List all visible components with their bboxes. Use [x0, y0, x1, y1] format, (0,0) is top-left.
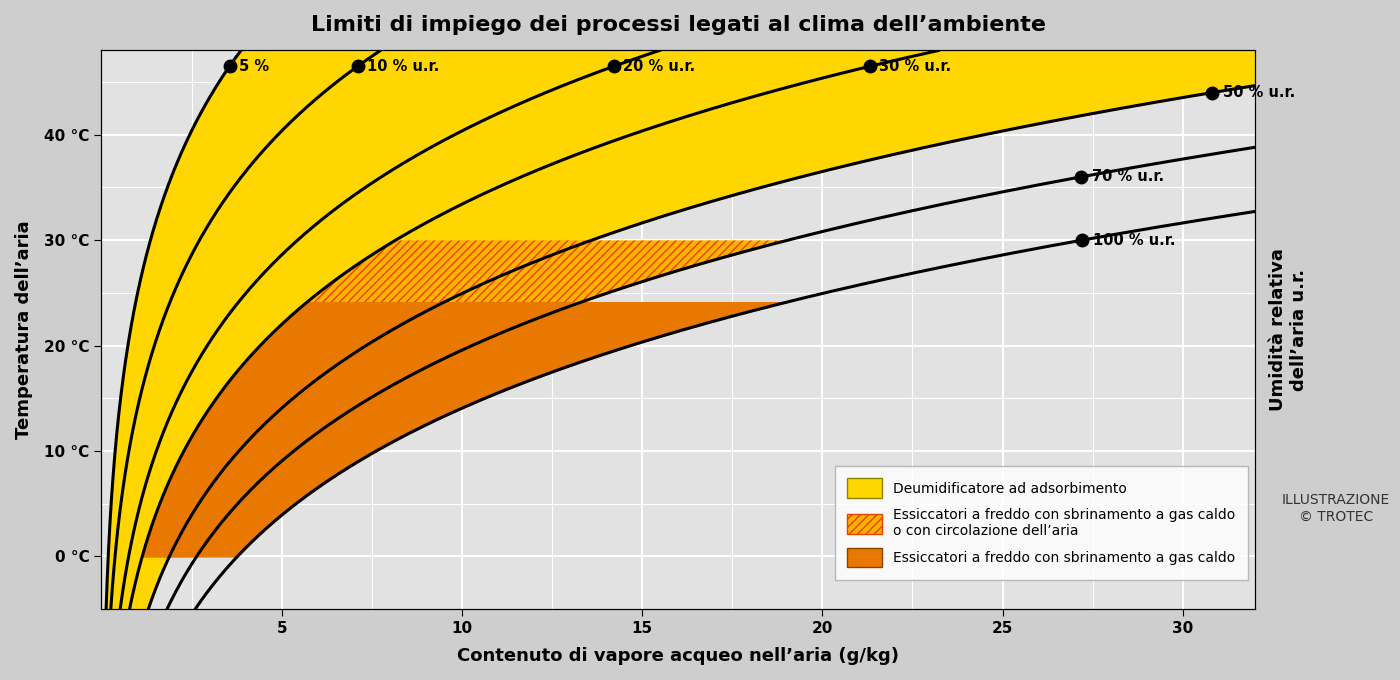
Y-axis label: Umidità relativa
dell’aria u.r.: Umidità relativa dell’aria u.r.: [1268, 248, 1308, 411]
Text: 20 % u.r.: 20 % u.r.: [623, 58, 694, 73]
Text: 5 %: 5 %: [238, 58, 269, 73]
Legend: Deumidificatore ad adsorbimento, Essiccatori a freddo con sbrinamento a gas cald: Deumidificatore ad adsorbimento, Essicca…: [834, 466, 1247, 580]
Text: ILLUSTRAZIONE
© TROTEC: ILLUSTRAZIONE © TROTEC: [1281, 494, 1390, 524]
Text: 70 % u.r.: 70 % u.r.: [1092, 169, 1163, 184]
Title: Limiti di impiego dei processi legati al clima dell’ambiente: Limiti di impiego dei processi legati al…: [311, 15, 1046, 35]
Text: 30 % u.r.: 30 % u.r.: [879, 58, 951, 73]
Y-axis label: Temperatura dell’aria: Temperatura dell’aria: [15, 220, 34, 439]
X-axis label: Contenuto di vapore acqueo nell’aria (g/kg): Contenuto di vapore acqueo nell’aria (g/…: [458, 647, 899, 665]
Text: 50 % u.r.: 50 % u.r.: [1222, 85, 1295, 100]
Text: 100 % u.r.: 100 % u.r.: [1093, 233, 1175, 248]
Text: 10 % u.r.: 10 % u.r.: [367, 58, 438, 73]
